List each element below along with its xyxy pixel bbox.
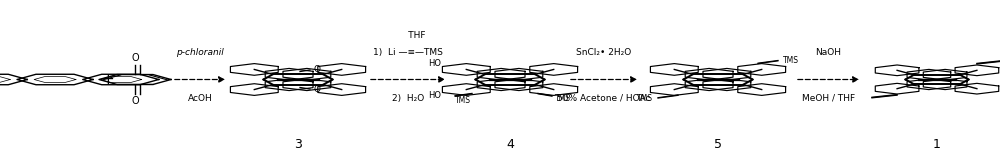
Text: p-chloranil: p-chloranil [176,48,224,57]
Text: TMS: TMS [637,94,653,103]
Text: O: O [131,96,139,106]
Text: SnCl₂• 2H₂O: SnCl₂• 2H₂O [576,48,632,57]
Text: 5: 5 [714,138,722,151]
Text: O: O [313,66,320,74]
Text: 3: 3 [294,138,302,151]
Text: 1: 1 [933,138,941,151]
Text: 2)  H₂O: 2) H₂O [392,94,424,103]
Text: +: + [102,72,114,87]
Text: TMS: TMS [555,94,571,103]
Text: TMS: TMS [455,96,471,105]
Text: O: O [131,53,139,63]
Text: THF: THF [391,31,425,40]
Text: NaOH: NaOH [816,48,842,57]
Text: HO: HO [428,59,442,68]
Text: 50% Acetone / HOAc: 50% Acetone / HOAc [557,94,651,103]
Text: O: O [313,85,320,93]
Text: MeOH / THF: MeOH / THF [802,94,855,103]
Text: AcOH: AcOH [188,94,212,103]
Text: 1)  Li —≡—TMS: 1) Li —≡—TMS [373,48,443,57]
Text: HO: HO [428,91,442,100]
Text: TMS: TMS [783,56,799,65]
Text: 4: 4 [506,138,514,151]
